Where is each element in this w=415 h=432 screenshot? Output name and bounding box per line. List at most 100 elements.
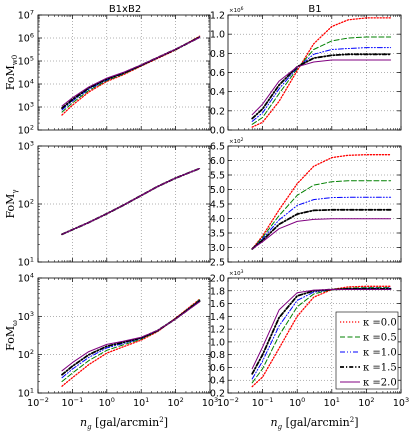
legend-label-kappa-2: κ =1.0 bbox=[363, 348, 397, 359]
y-tick-exponent: 1 bbox=[30, 256, 34, 264]
y-tick-label: 103 bbox=[18, 101, 34, 114]
x-axis-label: ng [gal/arcmin2] bbox=[271, 416, 359, 431]
x-tick-base: 10 bbox=[133, 398, 145, 409]
series-line-kappa-3 bbox=[252, 210, 390, 249]
x-tick-base: 10 bbox=[202, 398, 214, 409]
x-tick-base: 10 bbox=[27, 398, 39, 409]
y-tick-label: 1.2 bbox=[210, 11, 225, 22]
y-tick-label: 1.8 bbox=[210, 286, 225, 297]
y-multiplier-exponent: 6 bbox=[241, 6, 244, 12]
legend-label-kappa-1: κ =0.5 bbox=[363, 333, 397, 344]
panel-row2-left: 101102103FoMγ bbox=[4, 140, 210, 269]
x-tick-label: 102 bbox=[358, 396, 374, 409]
y-tick-label: 0.6 bbox=[210, 363, 225, 374]
series-line-kappa-3 bbox=[62, 301, 200, 375]
y-tick-label: 1.6 bbox=[210, 299, 225, 310]
series-line-kappa-1 bbox=[252, 181, 390, 249]
x-tick-base: 10 bbox=[324, 398, 336, 409]
y-tick-base: 10 bbox=[18, 200, 30, 211]
y-tick-exponent: 4 bbox=[30, 78, 34, 86]
x-axis-label: ng [gal/arcmin2] bbox=[80, 416, 168, 431]
y-tick-label: 5.5 bbox=[210, 171, 225, 182]
x-tick-label: 102 bbox=[167, 396, 183, 409]
panel-row2-right: 2.5 3.0 3.5 4.0 4.5 5.0 5.5 6.0 6.5 ×102 bbox=[210, 137, 401, 269]
y-tick-exponent: 7 bbox=[30, 9, 34, 17]
y-tick-exponent: 3 bbox=[30, 310, 34, 318]
y-tick-label: 106 bbox=[18, 32, 34, 45]
y-tick-label: 102 bbox=[18, 348, 34, 361]
y-multiplier-base: ×10 bbox=[229, 139, 241, 145]
x-tick-base: 10 bbox=[289, 398, 301, 409]
y-tick-label: 0.6 bbox=[210, 68, 225, 79]
y-tick-label: 0.4 bbox=[210, 376, 225, 387]
y-tick-base: 10 bbox=[18, 34, 30, 45]
y-tick-label: 105 bbox=[18, 55, 34, 68]
y-multiplier: ×106 bbox=[229, 6, 244, 14]
x-tick-label: 10−1 bbox=[62, 396, 84, 409]
x-tick-base: 10 bbox=[393, 398, 405, 409]
y-tick-exponent: 1 bbox=[30, 387, 34, 395]
y-axis-label: FoMω bbox=[4, 320, 19, 351]
x-tick-exponent: −1 bbox=[264, 396, 274, 404]
y-tick-exponent: 6 bbox=[30, 32, 34, 40]
y-tick-label: 0.2 bbox=[210, 389, 225, 400]
x-tick-label: 10−2 bbox=[27, 396, 49, 409]
x-tick-exponent: −2 bbox=[229, 396, 239, 404]
x-axis-label-unit: [gal/arcmin bbox=[282, 416, 350, 429]
y-tick-base: 10 bbox=[18, 103, 30, 114]
x-tick-label: 100 bbox=[289, 396, 305, 409]
panel-row1-right: 0.0 0.2 0.4 0.6 0.8 1.0 1.2 ×106 bbox=[210, 6, 401, 137]
y-axis-label: FoMγ bbox=[4, 189, 19, 218]
series-line-kappa-1 bbox=[252, 37, 390, 124]
y-tick-label: 6.0 bbox=[210, 156, 225, 167]
x-tick-exponent: 0 bbox=[111, 396, 115, 404]
x-tick-exponent: 0 bbox=[301, 396, 305, 404]
y-multiplier: ×102 bbox=[229, 137, 244, 145]
y-tick-exponent: 2 bbox=[30, 348, 34, 356]
y-tick-label: 4.5 bbox=[210, 200, 225, 211]
x-tick-base: 10 bbox=[358, 398, 370, 409]
x-tick-exponent: 2 bbox=[370, 396, 374, 404]
legend-label-kappa-4: κ =2.0 bbox=[363, 378, 397, 389]
y-tick-label: 103 bbox=[18, 310, 34, 323]
y-tick-label: 1.4 bbox=[210, 312, 225, 323]
y-tick-label: 104 bbox=[18, 272, 34, 285]
y-tick-label: 0.8 bbox=[210, 350, 225, 361]
column-title-right: B1 bbox=[308, 4, 321, 15]
x-tick-label: 101 bbox=[133, 396, 149, 409]
x-tick-exponent: 2 bbox=[180, 396, 184, 404]
y-axis-label-main: FoM bbox=[4, 194, 17, 219]
y-tick-label: 3.5 bbox=[210, 229, 225, 240]
y-multiplier-base: ×10 bbox=[229, 271, 241, 277]
y-multiplier-base: ×10 bbox=[229, 8, 241, 14]
y-axis-label: FoMw0 bbox=[4, 55, 19, 90]
x-tick-exponent: −2 bbox=[39, 396, 49, 404]
y-axis-label-sub: w0 bbox=[11, 55, 19, 65]
y-tick-exponent: 2 bbox=[30, 124, 34, 132]
y-tick-exponent: 2 bbox=[30, 198, 34, 206]
y-tick-exponent: 5 bbox=[30, 55, 34, 63]
y-tick-label: 102 bbox=[18, 198, 34, 211]
x-tick-label: 10−1 bbox=[252, 396, 274, 409]
y-tick-label: 1.0 bbox=[210, 30, 225, 41]
x-tick-base: 10 bbox=[167, 398, 179, 409]
x-axis-label-unit: [gal/arcmin bbox=[92, 416, 160, 429]
y-multiplier: ×103 bbox=[229, 269, 244, 277]
y-tick-label: 0.8 bbox=[210, 49, 225, 60]
legend-label-kappa-0: κ =0.0 bbox=[363, 318, 397, 329]
y-tick-label: 0.2 bbox=[210, 106, 225, 117]
y-tick-label: 0.4 bbox=[210, 87, 225, 98]
y-tick-label: 0.0 bbox=[210, 126, 225, 137]
x-tick-base: 10 bbox=[252, 398, 264, 409]
series-line-kappa-2 bbox=[252, 48, 390, 122]
y-multiplier-exponent: 2 bbox=[241, 137, 244, 143]
y-tick-label: 104 bbox=[18, 78, 34, 91]
y-tick-label: 2.5 bbox=[210, 258, 225, 269]
x-axis-label-var: n bbox=[80, 416, 87, 429]
y-tick-base: 10 bbox=[18, 57, 30, 68]
panel-row3-right: 10−2 10−1 100 101 102 1030.20.40.60.81.01.21.… bbox=[210, 269, 409, 431]
panels-group: 102103104105106107FoMw00.00.20.40.60.81.… bbox=[4, 6, 409, 431]
y-axis-label-sub: γ bbox=[11, 189, 19, 193]
y-axis-label-main: FoM bbox=[4, 65, 17, 90]
